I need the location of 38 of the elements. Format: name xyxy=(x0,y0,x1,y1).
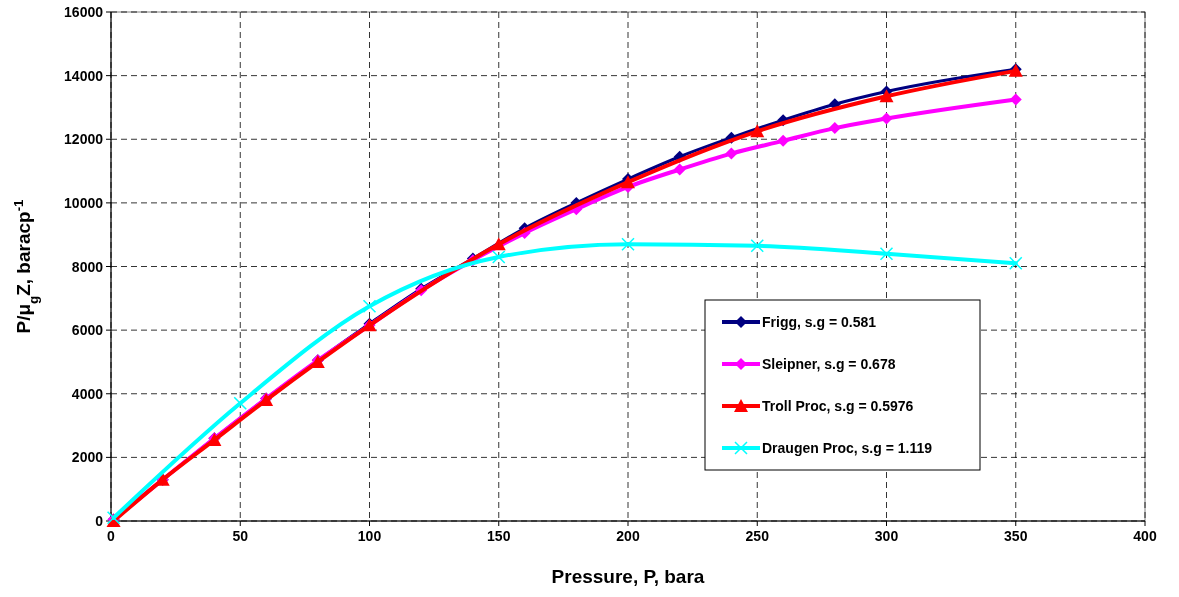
point xyxy=(362,299,377,314)
point xyxy=(492,250,506,264)
legend-label: Troll Proc, s.g = 0.5976 xyxy=(762,398,914,414)
point xyxy=(1009,256,1023,271)
legend-label: Draugen Proc, s.g = 1.119 xyxy=(762,440,933,456)
x-tick-label: 400 xyxy=(1133,528,1157,544)
y-tick-label: 14000 xyxy=(64,67,104,84)
point xyxy=(828,122,841,135)
point xyxy=(880,112,893,125)
point xyxy=(750,239,764,253)
x-axis-title: Pressure, P, bara xyxy=(551,566,705,587)
point xyxy=(491,237,506,251)
y-tick-label: 4000 xyxy=(71,385,104,402)
y-tick-label: 2000 xyxy=(71,449,104,466)
point xyxy=(1009,93,1022,106)
x-tick-label: 250 xyxy=(745,528,770,544)
x-tick-label: 200 xyxy=(616,528,640,544)
point xyxy=(725,147,738,160)
point xyxy=(750,124,765,138)
point xyxy=(673,163,686,176)
x-tick-label: 100 xyxy=(357,528,382,544)
x-tick-label: 300 xyxy=(874,528,899,544)
y-tick-label: 0 xyxy=(95,513,104,529)
legend-label: Frigg, s.g = 0.581 xyxy=(762,314,877,330)
x-tick-label: 350 xyxy=(1004,528,1028,544)
y-tick-label: 12000 xyxy=(64,131,104,148)
point xyxy=(621,237,635,251)
point xyxy=(879,89,894,103)
x-tick-label: 150 xyxy=(487,528,511,544)
y-tick-label: 6000 xyxy=(71,322,104,339)
y-tick-label: 10000 xyxy=(64,194,104,211)
y-tick-label: 8000 xyxy=(71,258,104,275)
point xyxy=(879,247,894,261)
x-tick-label: 0 xyxy=(107,528,116,544)
point xyxy=(777,134,790,147)
y-tick-label: 16000 xyxy=(64,4,104,20)
x-tick-label: 50 xyxy=(232,528,249,544)
legend-label: Sleipner, s.g = 0.678 xyxy=(762,356,896,372)
